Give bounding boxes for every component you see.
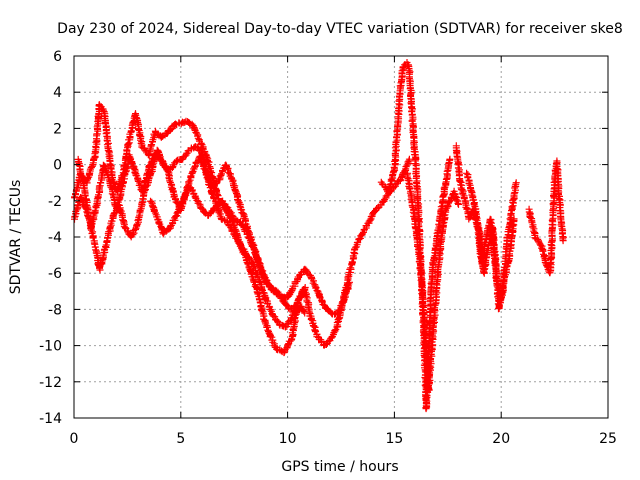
y-tick-label: -8 — [48, 302, 62, 318]
x-tick-label: 20 — [492, 431, 510, 447]
series-track-i — [525, 157, 567, 277]
y-tick-label: 2 — [53, 121, 62, 137]
y-tick-label: -4 — [48, 230, 62, 246]
y-tick-label: 0 — [53, 158, 62, 174]
series-track-e — [377, 59, 454, 413]
y-tick-label: 4 — [53, 85, 62, 101]
marker-cluster — [403, 169, 462, 394]
axis-ticks: 0 5 10 15 20 25 -14 -12 -10 -8 -6 -4 -2 0 2 4 6 — [39, 49, 617, 447]
y-tick-label: -12 — [39, 375, 62, 391]
y-tick-label: 6 — [53, 49, 62, 65]
x-tick-label: 0 — [70, 431, 79, 447]
y-tick-label: -14 — [39, 411, 62, 427]
x-tick-label: 10 — [279, 431, 297, 447]
data-marks — [71, 59, 567, 413]
x-tick-label: 25 — [599, 431, 617, 447]
x-tick-label: 15 — [385, 431, 403, 447]
y-tick-label: -10 — [39, 339, 62, 355]
y-tick-label: -6 — [48, 266, 62, 282]
series-track-h — [463, 169, 518, 304]
series-track-d — [147, 183, 353, 319]
marker-cluster — [377, 59, 454, 413]
x-axis-label: GPS time / hours — [281, 459, 398, 475]
y-tick-label: -2 — [48, 194, 62, 210]
series-track-f — [403, 169, 462, 394]
marker-cluster — [463, 169, 518, 304]
marker-cluster — [147, 183, 353, 319]
marker-cluster — [525, 157, 567, 277]
chart-title: Day 230 of 2024, Sidereal Day-to-day VTE… — [57, 21, 623, 37]
x-tick-label: 5 — [176, 431, 185, 447]
y-axis-label: SDTVAR / TECUs — [8, 180, 24, 295]
